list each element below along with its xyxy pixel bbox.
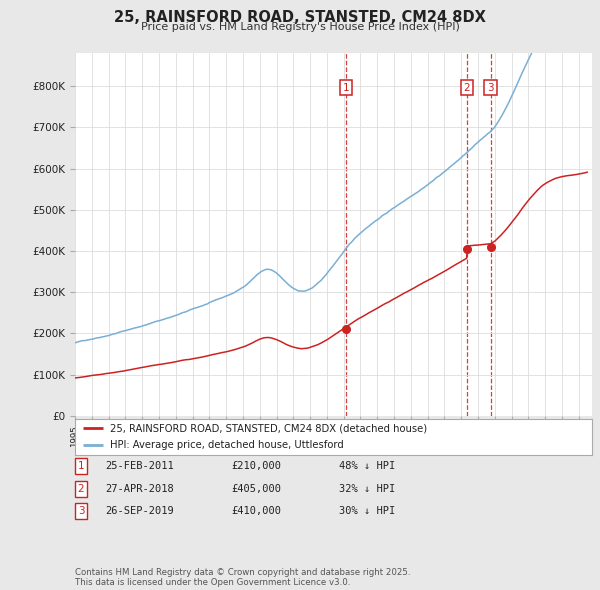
Text: 30% ↓ HPI: 30% ↓ HPI: [339, 506, 395, 516]
Text: 25, RAINSFORD ROAD, STANSTED, CM24 8DX (detached house): 25, RAINSFORD ROAD, STANSTED, CM24 8DX (…: [110, 423, 427, 433]
Text: Price paid vs. HM Land Registry's House Price Index (HPI): Price paid vs. HM Land Registry's House …: [140, 22, 460, 32]
Text: HPI: Average price, detached house, Uttlesford: HPI: Average price, detached house, Uttl…: [110, 440, 344, 450]
Text: 25-FEB-2011: 25-FEB-2011: [105, 461, 174, 471]
Text: 26-SEP-2019: 26-SEP-2019: [105, 506, 174, 516]
Text: 32% ↓ HPI: 32% ↓ HPI: [339, 484, 395, 494]
Text: £405,000: £405,000: [231, 484, 281, 494]
Text: Contains HM Land Registry data © Crown copyright and database right 2025.
This d: Contains HM Land Registry data © Crown c…: [75, 568, 410, 587]
Text: 1: 1: [77, 461, 85, 471]
Text: 25, RAINSFORD ROAD, STANSTED, CM24 8DX: 25, RAINSFORD ROAD, STANSTED, CM24 8DX: [114, 10, 486, 25]
Text: £210,000: £210,000: [231, 461, 281, 471]
Text: £410,000: £410,000: [231, 506, 281, 516]
Text: 2: 2: [463, 83, 470, 93]
Text: 3: 3: [487, 83, 494, 93]
Text: 27-APR-2018: 27-APR-2018: [105, 484, 174, 494]
Text: 2: 2: [77, 484, 85, 494]
Text: 1: 1: [343, 83, 350, 93]
Text: 3: 3: [77, 506, 85, 516]
Text: 48% ↓ HPI: 48% ↓ HPI: [339, 461, 395, 471]
